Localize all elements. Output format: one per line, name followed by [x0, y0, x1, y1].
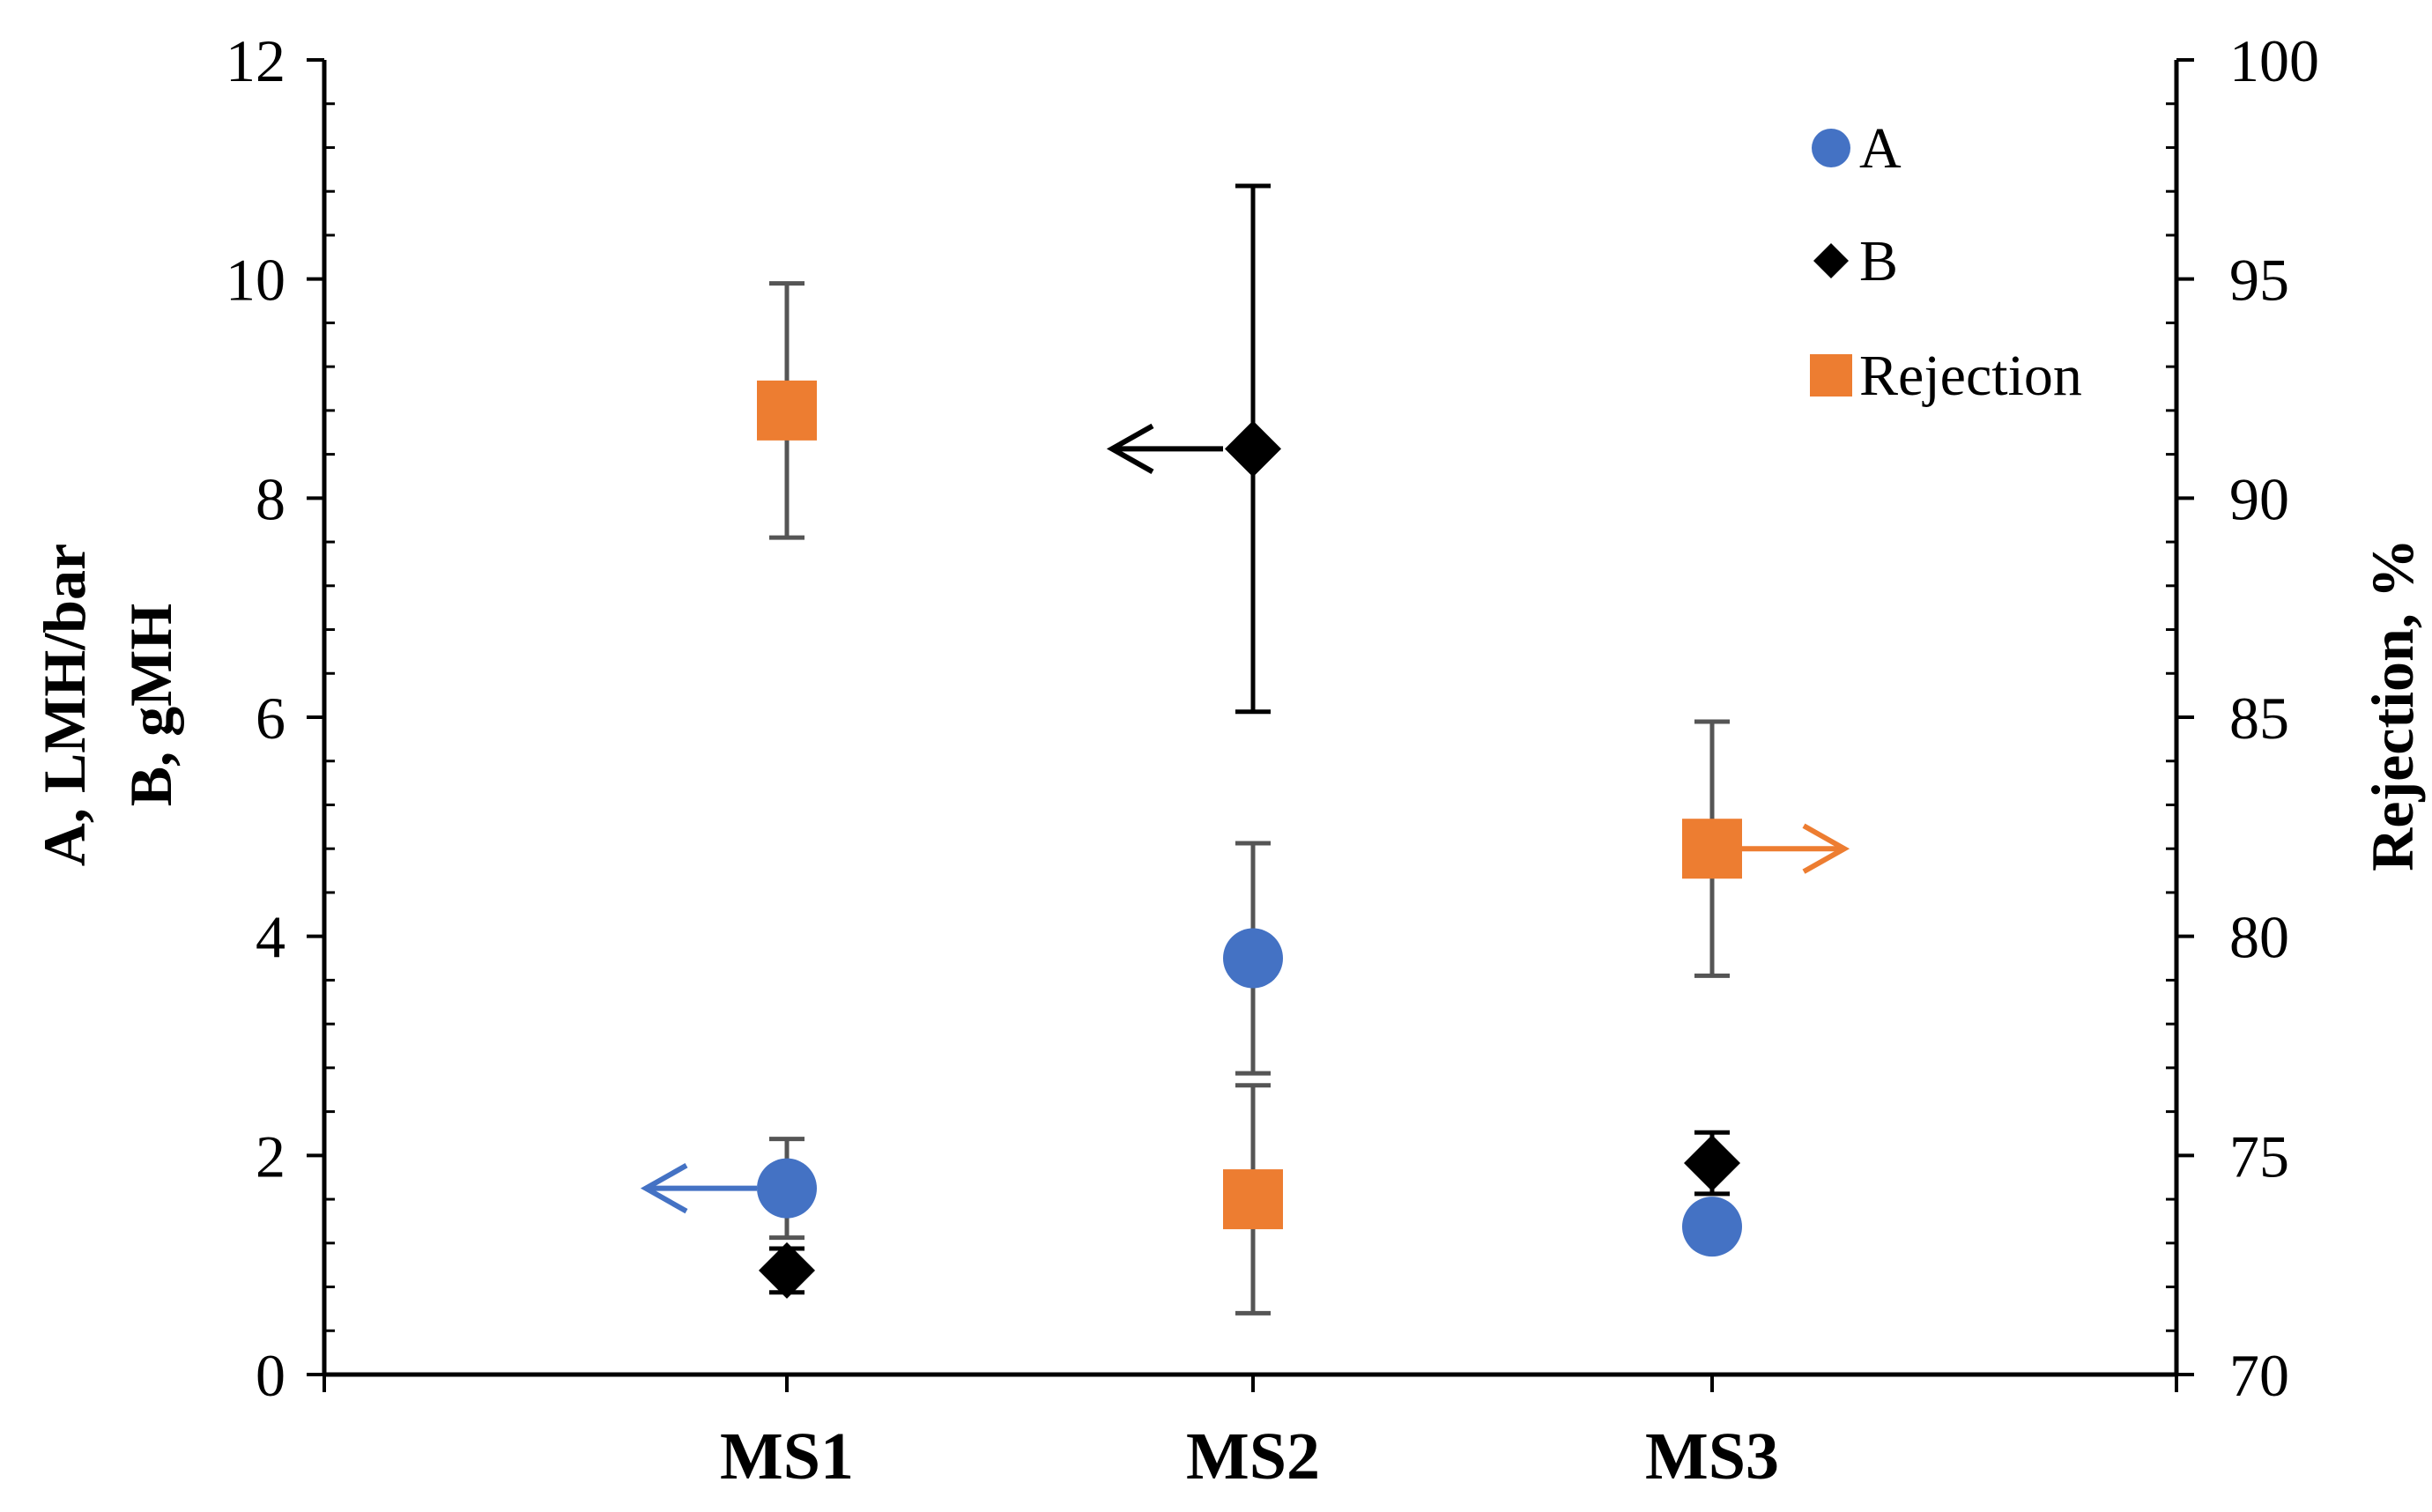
left-axis-ticks: 0 2 4 6 8 10 12: [226, 27, 335, 1409]
legend-label-rejection: Rejection: [1859, 344, 2082, 408]
right-tick-label: 95: [2229, 247, 2289, 314]
left-tick-label: 10: [226, 247, 285, 314]
b-axis-arrow: [1106, 423, 1223, 474]
b-axis-arrow-head: [1106, 423, 1154, 474]
right-tick-label: 85: [2229, 685, 2289, 752]
left-tick-label: 0: [256, 1342, 285, 1409]
b-point-ms1: [759, 1241, 815, 1299]
left-tick-label: 2: [256, 1123, 285, 1190]
legend-label-b: B: [1859, 229, 1898, 293]
left-axis-title-line2: B, gMH: [117, 604, 184, 806]
legend-item-a: A: [1812, 116, 1902, 181]
legend-item-b: B: [1813, 229, 1898, 293]
rejection-point-ms2: [1223, 1169, 1283, 1230]
category-label-ms1: MS1: [720, 1419, 854, 1493]
right-tick-label: 100: [2229, 27, 2319, 94]
category-label-ms2: MS2: [1186, 1419, 1320, 1493]
rejection-point-ms1: [757, 380, 817, 441]
right-tick-label: 90: [2229, 465, 2289, 532]
legend-marker-b: [1813, 243, 1849, 278]
left-axis-title-line1: A, LMH/bar: [31, 544, 98, 866]
series-layer: [640, 183, 1850, 1316]
right-axis-ticks: 70 75 80 85 90 95 100: [2166, 27, 2319, 1409]
right-tick-label: 80: [2229, 904, 2289, 971]
left-tick-label: 4: [256, 904, 285, 971]
left-axis-title: A, LMH/bar B, gMH: [31, 544, 184, 866]
legend: AB Rejection: [1810, 116, 2082, 408]
left-tick-label: 12: [226, 27, 285, 94]
rejection-axis-arrow: [1742, 823, 1850, 874]
a-axis-arrow-head: [640, 1163, 688, 1214]
rejection-point-ms3: [1682, 819, 1742, 879]
b-point-ms2: [1225, 420, 1281, 478]
legend-marker-rejection: [1810, 354, 1852, 397]
right-axis-title: Rejection, %: [2359, 538, 2426, 871]
a-point-ms2: [1223, 928, 1283, 989]
right-tick-label: 70: [2229, 1342, 2289, 1409]
rejection-axis-arrow-head: [1802, 823, 1850, 874]
left-tick-label: 8: [256, 465, 285, 532]
right-tick-label: 75: [2229, 1123, 2289, 1190]
a-point-ms1: [757, 1158, 817, 1219]
category-label-ms3: MS3: [1645, 1419, 1779, 1493]
legend-item-rejection: Rejection: [1810, 344, 2082, 408]
a-point-ms3: [1682, 1197, 1742, 1257]
legend-marker-a: [1812, 129, 1850, 167]
x-axis-ticks: MS1 MS2 MS3: [323, 1375, 2178, 1493]
legend-label-a: A: [1859, 116, 1902, 181]
left-tick-label: 6: [256, 685, 285, 752]
a-axis-arrow: [640, 1163, 757, 1214]
b-point-ms3: [1684, 1135, 1740, 1192]
